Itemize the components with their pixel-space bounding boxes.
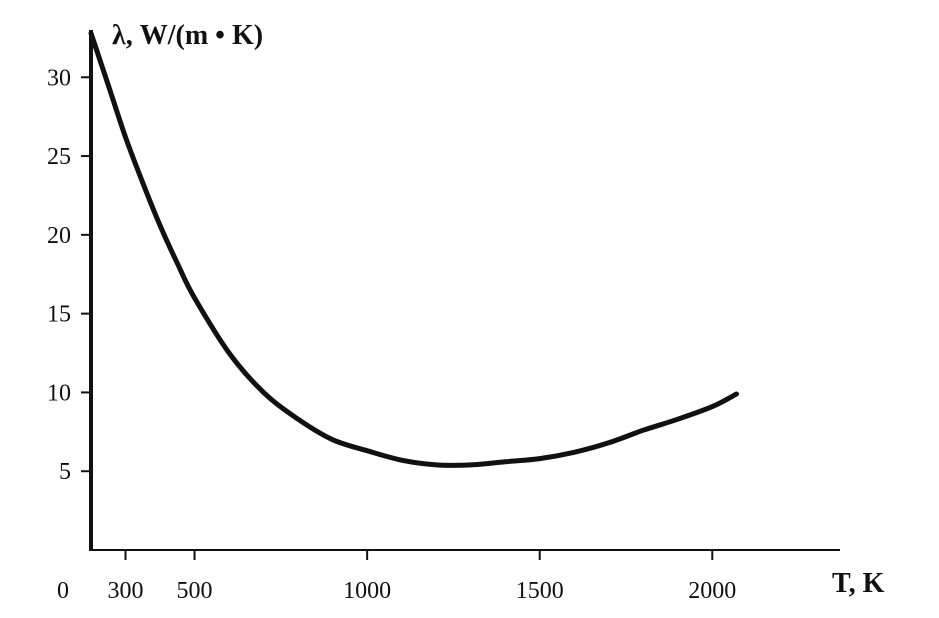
y-tick-label: 30 [47, 65, 71, 91]
ticks: 5 10 15 20 25 30 300 500 1000 1500 2000 [47, 65, 736, 604]
y-tick-label: 10 [47, 380, 71, 406]
y-axis-label: λ, W/(m • K) [112, 20, 263, 51]
x-tick-label: 1500 [516, 578, 564, 604]
axes [89, 30, 840, 551]
x-tick-label: 1000 [343, 578, 391, 604]
series [88, 30, 739, 468]
y-tick-label: 25 [47, 144, 71, 170]
series-line-0 [88, 30, 739, 468]
y-tick-label: 20 [47, 223, 71, 249]
x-tick-label: 2000 [688, 578, 736, 604]
y-tick-label: 5 [59, 459, 71, 485]
x-tick-label: 300 [108, 578, 144, 604]
x-tick-label: 500 [177, 578, 213, 604]
x-axis-label: T, K [832, 568, 885, 599]
y-tick-label: 15 [47, 302, 71, 328]
origin-label: 0 [57, 578, 69, 604]
